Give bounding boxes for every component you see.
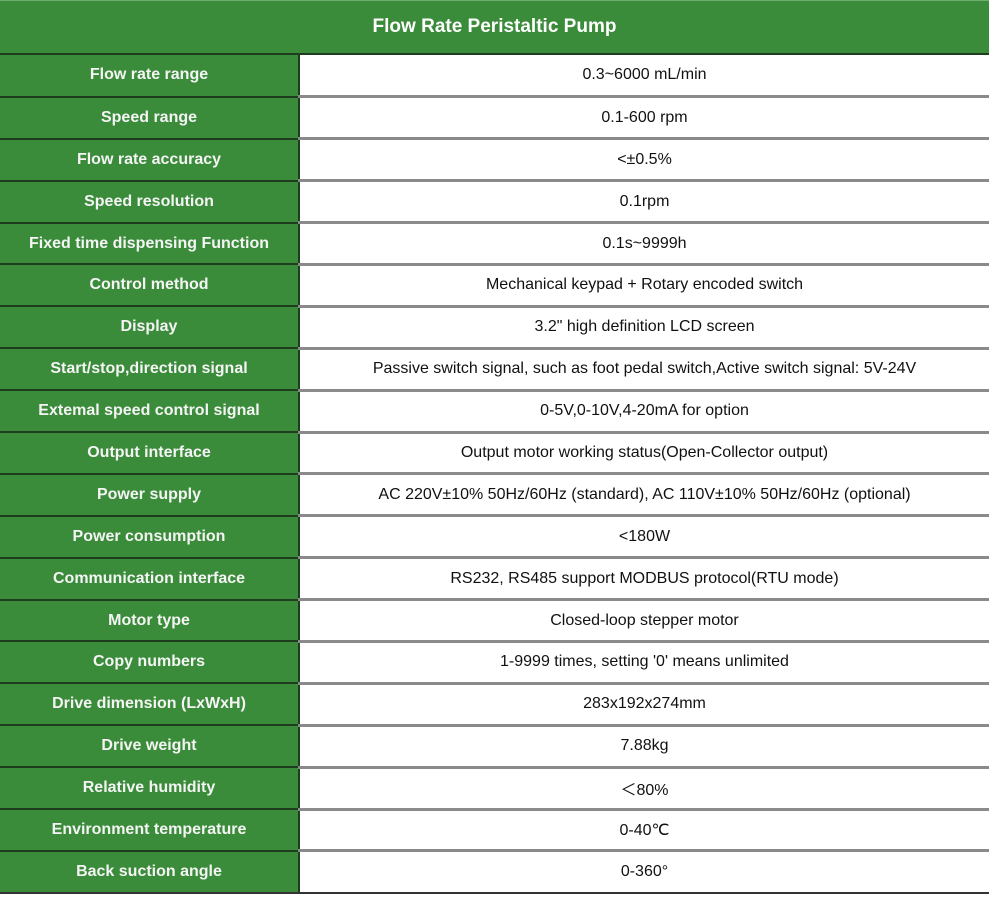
- spec-label: Communication interface: [0, 557, 300, 601]
- spec-value: AC 220V±10% 50Hz/60Hz (standard), AC 110…: [299, 473, 989, 518]
- spec-label: Environment temperature: [0, 809, 300, 852]
- spec-row: Start/stop,direction signal Passive switc…: [0, 348, 989, 392]
- spec-row: Fixed time dispensing Function 0.1s~9999h: [0, 222, 989, 266]
- spec-row: Communication interface RS232, RS485 supp…: [0, 557, 989, 602]
- spec-row: Copy numbers 1-9999 times, setting '0' me…: [0, 641, 989, 685]
- spec-label: Speed resolution: [0, 180, 300, 224]
- spec-label: Relative humidity: [0, 767, 300, 811]
- spec-row: Relative humidity ＜80%: [0, 767, 989, 811]
- spec-value: 0.3~6000 mL/min: [299, 55, 989, 99]
- spec-row: Drive weight 7.88kg: [0, 725, 989, 769]
- spec-label: Fixed time dispensing Function: [0, 222, 300, 266]
- spec-value: ＜80%: [299, 767, 989, 811]
- spec-row: Motor type Closed-loop stepper motor: [0, 599, 989, 643]
- spec-value: 0-360°: [299, 850, 989, 894]
- spec-label: Back suction angle: [0, 850, 300, 894]
- spec-value: 0.1rpm: [299, 180, 989, 225]
- spec-label: Flow rate accuracy: [0, 138, 300, 182]
- spec-label: Drive weight: [0, 725, 300, 769]
- spec-label: Copy numbers: [0, 641, 300, 685]
- spec-label: Extemal speed control signal: [0, 390, 300, 434]
- spec-label: Speed range: [0, 96, 300, 140]
- spec-row: Output interface Output motor working sta…: [0, 432, 989, 476]
- table-title: Flow Rate Peristaltic Pump: [0, 0, 989, 55]
- spec-value: 3.2" high definition LCD screen: [299, 306, 989, 350]
- spec-row: Flow rate accuracy <±0.5%: [0, 138, 989, 183]
- spec-row: Power consumption <180W: [0, 515, 989, 560]
- spec-value: 7.88kg: [299, 725, 989, 769]
- spec-value: 0.1s~9999h: [299, 222, 989, 266]
- spec-label: Output interface: [0, 432, 300, 475]
- spec-table: Flow rate range 0.3~6000 mL/min Speed rang…: [0, 55, 989, 894]
- spec-value: 283x192x274mm: [299, 683, 989, 727]
- spec-row: Speed resolution 0.1rpm: [0, 180, 989, 225]
- spec-value: Mechanical keypad + Rotary encoded switc…: [299, 264, 989, 308]
- spec-value: Closed-loop stepper motor: [299, 599, 989, 643]
- spec-value: 0-40℃: [299, 809, 989, 853]
- spec-row: Speed range 0.1-600 rpm: [0, 96, 989, 141]
- spec-row: Back suction angle 0-360°: [0, 850, 989, 894]
- spec-value: Passive switch signal, such as foot peda…: [299, 348, 989, 392]
- spec-label: Motor type: [0, 599, 300, 643]
- spec-label: Drive dimension (LxWxH): [0, 683, 300, 727]
- spec-row: Environment temperature 0-40℃: [0, 809, 989, 853]
- spec-row: Display 3.2" high definition LCD screen: [0, 306, 989, 350]
- spec-value: 0.1-600 rpm: [299, 96, 989, 141]
- spec-label: Start/stop,direction signal: [0, 348, 300, 392]
- spec-row: Power supply AC 220V±10% 50Hz/60Hz (stand…: [0, 473, 989, 518]
- spec-value: RS232, RS485 support MODBUS protocol(RTU…: [299, 557, 989, 602]
- spec-value: 0-5V,0-10V,4-20mA for option: [299, 390, 989, 434]
- spec-row: Flow rate range 0.3~6000 mL/min: [0, 55, 989, 99]
- spec-value: 1-9999 times, setting '0' means unlimite…: [299, 641, 989, 685]
- spec-row: Drive dimension (LxWxH) 283x192x274mm: [0, 683, 989, 727]
- spec-label: Control method: [0, 264, 300, 308]
- spec-value: <±0.5%: [299, 138, 989, 183]
- spec-label: Power consumption: [0, 515, 300, 559]
- spec-value: <180W: [299, 515, 989, 560]
- spec-label: Flow rate range: [0, 55, 300, 98]
- spec-row: Extemal speed control signal 0-5V,0-10V,4…: [0, 390, 989, 434]
- spec-row: Control method Mechanical keypad + Rotary…: [0, 264, 989, 308]
- spec-label: Display: [0, 306, 300, 350]
- spec-label: Power supply: [0, 473, 300, 517]
- spec-value: Output motor working status(Open-Collect…: [299, 432, 989, 476]
